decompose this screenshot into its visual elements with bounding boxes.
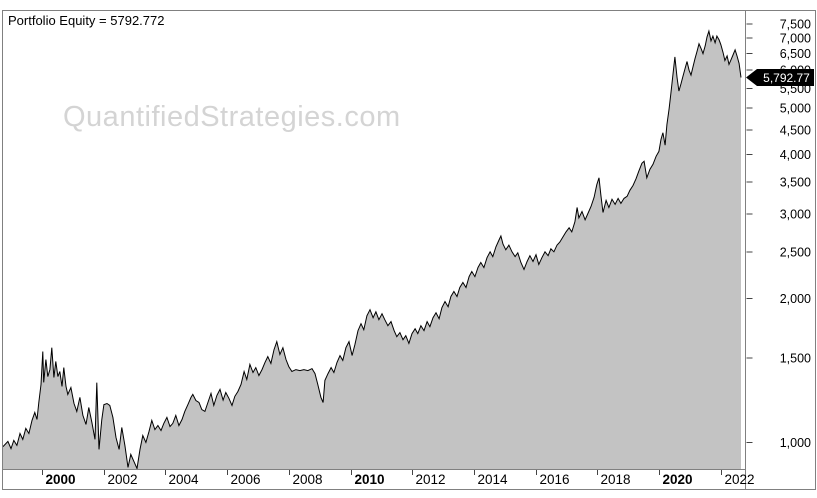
x-axis-tick-label: 2010 <box>355 472 385 487</box>
x-axis-tick-label: 2014 <box>478 472 509 487</box>
last-value-label: 5,792.77 <box>763 71 810 85</box>
y-axis-tick-label: 4,500 <box>780 124 811 138</box>
chart-frame <box>2 10 816 490</box>
y-axis-tick-label: 1,500 <box>780 352 811 366</box>
x-axis-tick-label: 2002 <box>108 472 138 487</box>
last-value-marker <box>746 69 814 87</box>
x-axis-tick-label: 2012 <box>416 472 446 487</box>
equity-area <box>3 31 741 469</box>
y-axis-tick-label: 4,000 <box>780 148 811 162</box>
x-axis-tick-label: 2020 <box>663 472 693 487</box>
x-axis-tick-label: 2008 <box>293 472 323 487</box>
y-axis-tick-label: 7,000 <box>780 32 811 46</box>
x-axis-tick-label: 2000 <box>46 472 76 487</box>
x-axis-tick-label: 2004 <box>169 472 200 487</box>
y-axis-tick-label: 2,000 <box>780 292 811 306</box>
y-axis-tick-label: 1,000 <box>780 436 811 450</box>
x-axis-tick-label: 2018 <box>601 472 631 487</box>
y-axis-tick-label: 3,500 <box>780 176 811 190</box>
y-axis-tick-label: 2,500 <box>780 246 811 260</box>
y-axis-tick-label: 7,500 <box>780 17 811 31</box>
y-axis-tick-label: 3,000 <box>780 208 811 222</box>
equity-line <box>2 29 742 471</box>
x-axis-tick-label: 2006 <box>231 472 261 487</box>
y-axis-tick-label: 5,000 <box>780 102 811 116</box>
x-axis-tick-label: 2016 <box>540 472 570 487</box>
x-axis-tick-label: 2022 <box>725 472 755 487</box>
y-axis-tick-label: 6,500 <box>780 47 811 61</box>
watermark: QuantifiedStrategies.com <box>63 101 401 133</box>
chart-title: Portfolio Equity = 5792.772 <box>8 13 165 28</box>
